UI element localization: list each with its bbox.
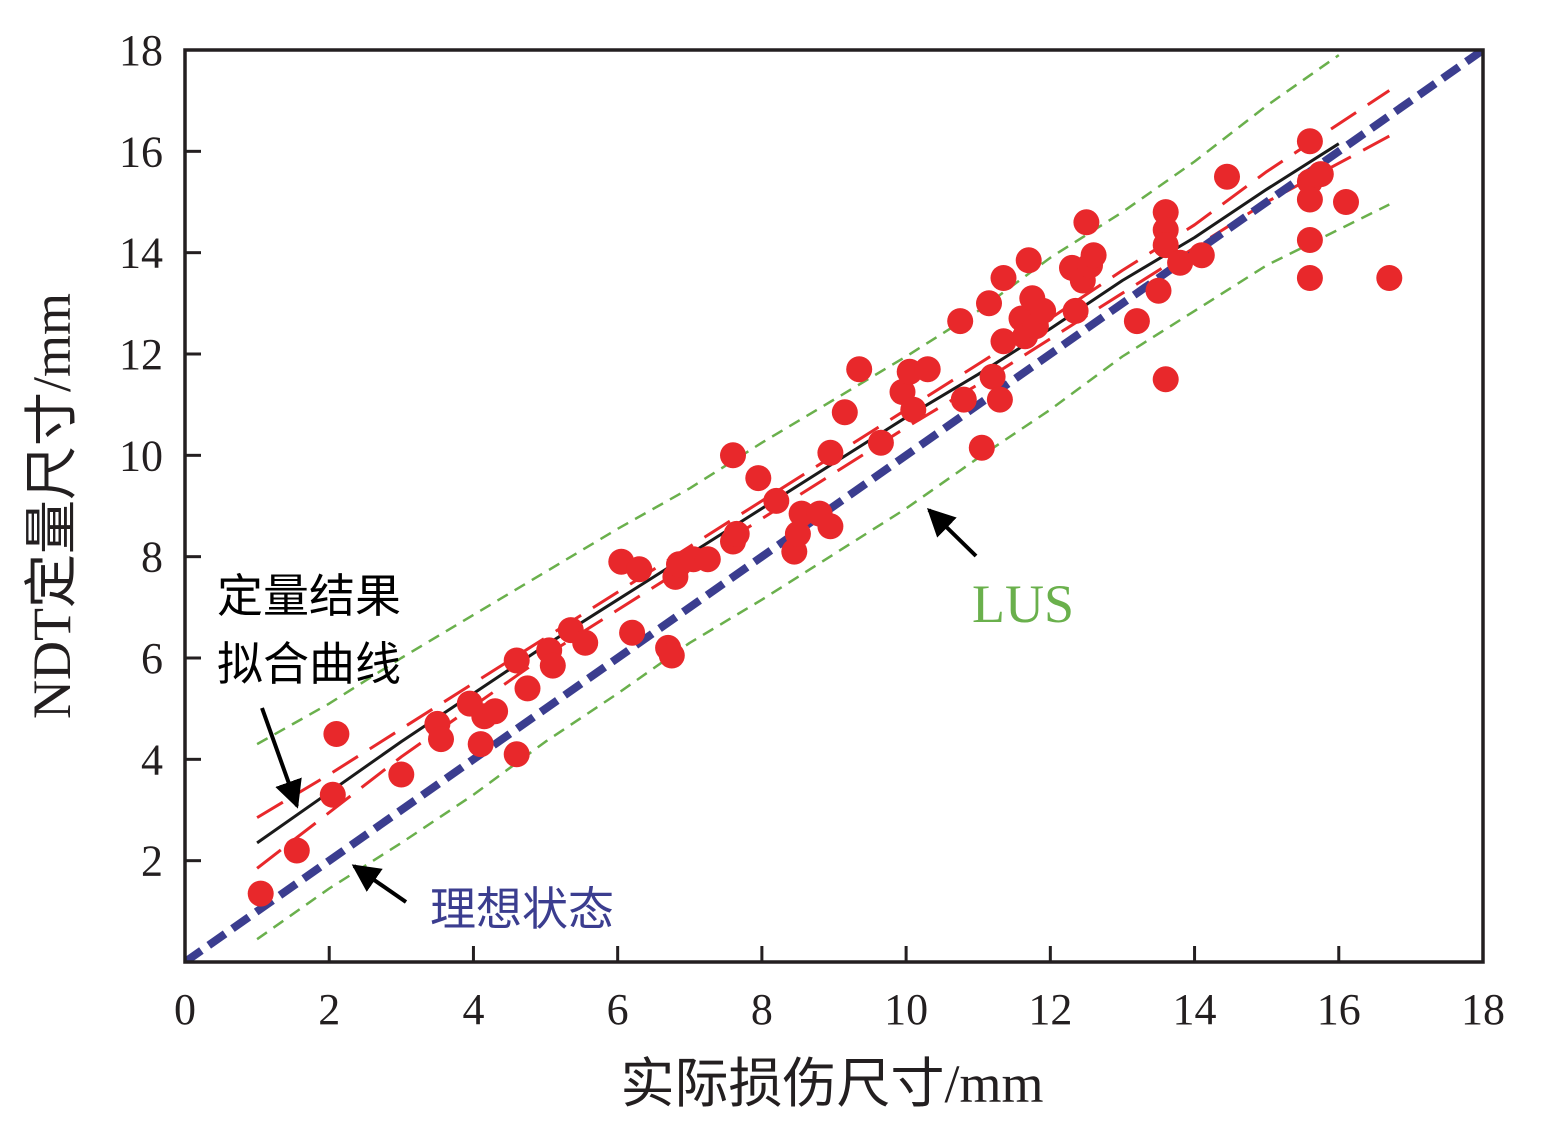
y-tick-label-12: 12 [119,330,163,379]
data-point-48 [976,290,1002,317]
series-line-ideal-ideal [185,50,1483,962]
axis-tick-labels: 0 2 4 6 8 10 12 14 16 18 2 4 6 8 10 12 14 16 18 [119,26,1505,1034]
x-tick-label-12: 12 [1028,985,1072,1034]
y-tick-label-18: 18 [119,26,163,75]
data-point-8 [467,731,494,758]
y-tick-label-14: 14 [119,229,163,278]
data-point-10 [482,698,509,725]
data-point-78 [1296,265,1323,291]
data-point-72 [1188,242,1215,269]
y-tick-label-6: 6 [141,634,163,683]
y-tick-label-16: 16 [119,127,163,176]
data-point-68 [1152,199,1179,226]
x-tick-label-2: 2 [318,985,340,1034]
data-point-74 [1296,128,1323,155]
lus-arrow [926,508,978,558]
data-point-70 [1152,232,1179,259]
x-tick-label-16: 16 [1317,985,1361,1034]
x-tick-label-0: 0 [174,985,196,1034]
data-point-34 [788,500,815,527]
series-line-lus_band-lus-lower [256,203,1390,941]
x-tick-label-10: 10 [884,985,928,1034]
data-point-38 [831,399,858,426]
y-tick-label-2: 2 [141,837,163,886]
data-point-3 [323,721,350,747]
x-tick-label-8: 8 [751,985,773,1034]
data-point-79 [1307,161,1334,188]
x-tick-label-14: 14 [1173,985,1217,1034]
fit-curve-label-line2: 拟合曲线 [217,637,401,691]
data-point-58 [1030,297,1057,324]
data-point-11 [503,741,530,768]
data-point-37 [817,439,844,466]
data-point-28 [723,520,750,547]
y-tick-label-10: 10 [119,431,163,480]
axis-ticks [185,149,1341,962]
data-point-52 [990,328,1017,355]
data-point-39 [846,356,873,383]
data-point-31 [763,487,790,514]
data-point-2 [319,781,346,808]
data-point-47 [968,434,995,461]
lus-label: LUS [972,574,1074,634]
data-point-51 [990,265,1017,291]
data-point-12 [503,647,530,674]
data-point-76 [1296,186,1323,213]
data-point-29 [720,442,746,469]
data-point-77 [1296,227,1323,253]
data-point-49 [979,363,1006,390]
fit-curve-label-line1: 定量结果 [217,569,401,623]
data-point-15 [539,652,566,679]
data-point-20 [626,556,653,583]
data-point-33 [784,520,811,547]
data-point-67 [1152,366,1179,393]
data-point-0 [247,880,274,907]
y-tick-label-4: 4 [141,735,163,784]
data-point-19 [619,619,646,646]
data-point-30 [745,465,772,492]
data-point-45 [947,308,974,335]
fit-curve-arrow [260,707,302,809]
data-point-17 [572,629,599,656]
x-axis-title: 实际损伤尺寸/mm [620,1054,1043,1114]
data-points [247,128,1403,907]
y-tick-label-8: 8 [141,533,163,582]
x-tick-label-18: 18 [1461,985,1505,1034]
data-point-80 [1333,189,1359,215]
data-point-40 [867,429,894,456]
data-point-66 [1145,277,1172,304]
data-point-64 [1080,242,1107,269]
x-tick-label-6: 6 [607,985,629,1034]
data-point-44 [914,356,941,383]
data-point-13 [514,675,541,702]
y-axis-title: NDT定量尺寸/mm [22,293,82,719]
x-tick-label-4: 4 [462,985,484,1034]
data-point-26 [694,546,721,573]
data-point-46 [950,386,977,413]
data-point-81 [1376,265,1403,291]
data-point-60 [1062,297,1089,324]
data-point-50 [986,386,1013,413]
series-line-lus_band-lus-upper [256,54,1340,746]
data-point-62 [1073,209,1100,236]
data-point-4 [388,761,415,788]
data-point-1 [283,837,310,864]
data-point-65 [1123,308,1150,335]
data-point-55 [1015,247,1042,274]
plot-frame [183,48,1485,964]
data-point-73 [1214,163,1240,190]
data-point-6 [428,726,454,753]
data-point-43 [900,396,927,423]
data-point-36 [817,513,844,540]
ideal-state-arrow [351,864,408,904]
data-point-71 [1167,249,1194,276]
ideal-state-label: 理想状态 [430,882,614,936]
data-point-22 [658,642,685,669]
